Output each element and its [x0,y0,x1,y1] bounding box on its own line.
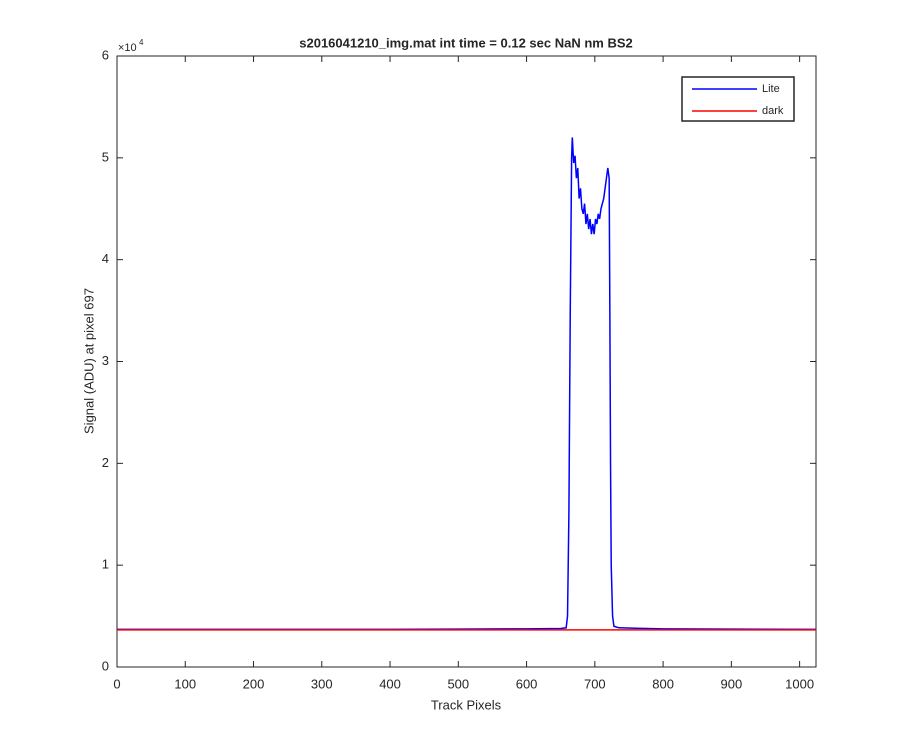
x-tick-label: 800 [652,676,674,691]
x-tick-label: 600 [516,676,538,691]
x-tick-label: 200 [243,676,265,691]
y-tick-label: 2 [102,455,109,470]
legend-label: Lite [762,83,780,95]
x-tick-label: 1000 [785,676,814,691]
y-tick-label: 4 [102,251,109,266]
y-multiplier-exponent: 4 [139,38,144,47]
x-axis-label: Track Pixels [431,697,502,712]
x-tick-label: 900 [721,676,743,691]
y-tick-label: 0 [102,658,109,673]
x-tick-label: 300 [311,676,333,691]
y-tick-label: 6 [102,47,109,62]
y-tick-label: 3 [102,353,109,368]
legend-label: dark [762,105,784,117]
y-tick-label: 1 [102,557,109,572]
x-tick-label: 400 [379,676,401,691]
x-tick-label: 100 [174,676,196,691]
x-tick-label: 0 [113,676,120,691]
line-series [117,137,817,631]
y-multiplier: ×10 [118,42,137,54]
legend-box [681,76,795,122]
chart-title: s2016041210_img.mat int time = 0.12 sec … [299,35,633,50]
x-tick-label: 500 [447,676,469,691]
y-axis-label: Signal (ADU) at pixel 697 [81,288,96,434]
x-tick-label: 700 [584,676,606,691]
y-tick-label: 5 [102,149,109,164]
